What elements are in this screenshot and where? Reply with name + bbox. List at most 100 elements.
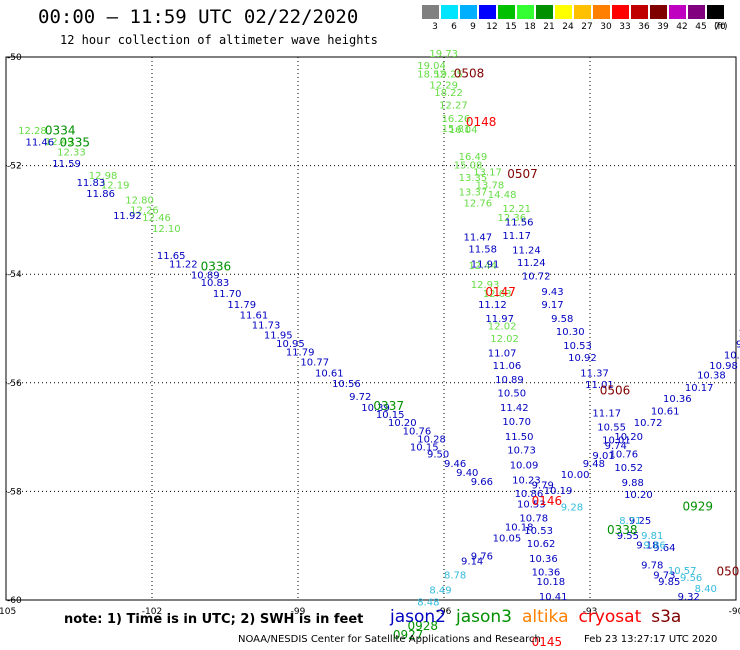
color-swatch [441,5,458,19]
wave-height-value: 11.37 [580,368,609,379]
wave-height-value: 13.17 [473,167,502,178]
wave-height-value: 10.78 [519,513,548,524]
lat-tick-label: -56 [7,379,22,389]
wave-height-value: 12.02 [490,334,519,345]
color-swatch [650,5,667,19]
wave-height-value: 11.92 [113,211,142,222]
wave-height-value: 9.40 [456,468,478,479]
wave-height-value: 9.32 [678,592,700,603]
wave-height-value: 8.40 [695,584,717,595]
wave-height-value: 10.24 [724,350,740,361]
wave-height-value: 9.58 [551,314,573,325]
color-tick-label: 39 [657,22,669,32]
wave-height-value: 12.02 [488,322,517,333]
wave-height-value: 11.61 [240,311,269,322]
lat-tick-label: -58 [7,487,22,497]
pass-label: 0505 [717,565,740,579]
wave-height-value: 10.53 [563,341,592,352]
wave-height-value: 12.49 [45,137,74,148]
wave-height-value: 10.30 [556,327,585,338]
color-swatch [574,5,591,19]
wave-height-value: 10.72 [634,418,663,429]
wave-height-value: 11.06 [493,361,522,372]
pass-label: 0148 [466,115,497,129]
color-tick-label: 24 [562,22,574,32]
legend-item-altika: altika [522,607,569,627]
wave-height-value: 10.95 [276,339,305,350]
wave-height-value: 10.56 [332,379,361,390]
wave-height-value: 9.50 [427,450,449,461]
wave-height-value: 10.53 [517,500,546,511]
wave-height-value: 9.01 [592,451,614,462]
wave-height-value: 16.26 [442,114,471,125]
color-unit-label: (ft) [714,22,728,32]
color-tick-label: 36 [638,22,650,32]
pass-label: 0336 [201,259,232,273]
wave-height-value: 9.66 [471,477,493,488]
wave-height-value: 11.46 [25,138,54,149]
wave-height-value: 9.85 [658,577,680,588]
lon-tick-label: -105 [0,607,16,617]
wave-height-value: 12.10 [152,224,181,235]
pass-label: 0929 [682,499,713,513]
wave-height-value: 9.8 [736,340,740,351]
lat-tick-label: -50 [7,53,22,63]
color-tick-label: 3 [432,22,438,32]
color-swatch [669,5,686,19]
wave-height-value: 10.17 [685,383,714,394]
wave-height-value: 10.83 [201,278,230,289]
wave-height-value: 10.89 [495,375,524,386]
pass-label: 0507 [507,167,538,181]
color-tick-label: 6 [451,22,457,32]
wave-height-value: 13.78 [476,180,505,191]
color-tick-label: 70 [714,22,726,32]
wave-height-value: 10.72 [522,272,551,283]
wave-height-value: 10.15 [410,443,439,454]
generated-timestamp: Feb 23 13:27:17 UTC 2020 [584,634,718,645]
satellite-legend: jason2 jason3 altika cryosat s3a [390,607,691,627]
wave-height-value: 9.64 [653,543,675,554]
wave-height-value: 10.57 [668,566,697,577]
wave-height-value: 11.79 [286,348,315,359]
color-tick-label: 45 [695,22,707,32]
color-swatch [422,5,439,19]
wave-height-value: 12.19 [101,180,130,191]
wave-height-value: 10.15 [376,410,405,421]
wave-height-value: 10.53 [524,526,553,537]
pass-label: 0146 [532,494,563,508]
plot-frame [5,56,737,601]
wave-height-value: 11.56 [505,217,534,228]
wave-height-value: 10.92 [568,353,597,364]
wave-height-value: 10.50 [498,388,527,399]
wave-height-value: 11.50 [505,432,534,443]
color-tick-label: 21 [543,22,555,32]
wave-height-value: 11.70 [213,289,242,300]
wave-height-value: 9.17 [541,300,563,311]
wave-height-value: 16.04 [449,125,478,136]
page-title: 00:00 – 11:59 UTC 02/22/2020 [38,6,359,28]
wave-height-value: 9.78 [641,561,663,572]
color-tick-label: 42 [676,22,688,32]
wave-height-value: 11.91 [471,260,500,271]
lat-tick-label: -60 [7,596,22,606]
color-tick-label: 15 [505,22,517,32]
wave-height-value: 11.24 [517,258,546,269]
pass-label: 0338 [607,523,638,537]
wave-height-value: 11.42 [500,403,529,414]
wave-height-value: 10.41 [539,592,568,603]
legend-item-cryosat: cryosat [578,607,642,627]
wave-height-value: 9.81 [641,531,663,542]
pass-label: 0508 [454,67,485,81]
color-swatch [498,5,515,19]
lon-tick-label: -96 [437,607,452,617]
wave-height-value: 9.73 [653,570,675,581]
wave-height-value: 19.04 [417,61,446,72]
wave-height-value: 10.70 [502,417,531,428]
wave-height-value: 12.21 [502,204,531,215]
legend-item-jason2: jason2 [390,607,446,627]
color-swatch [517,5,534,19]
wave-height-value: 15.81 [442,124,471,135]
wave-height-value: 10.76 [403,426,432,437]
wave-height-value: 12.27 [439,101,468,112]
